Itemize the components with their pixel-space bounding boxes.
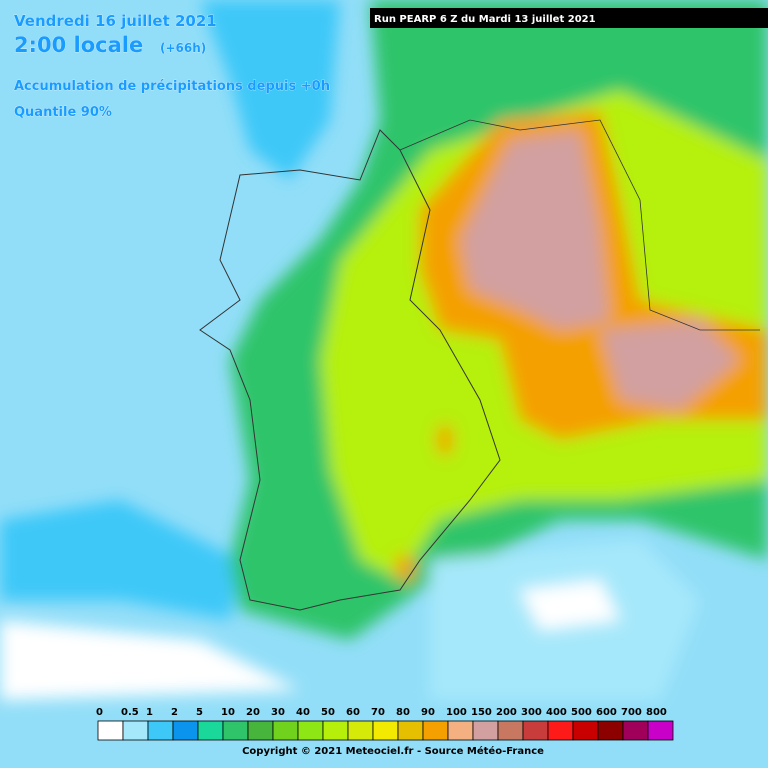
date: Vendredi 16 juillet 2021 — [14, 12, 217, 30]
legend-swatch — [497, 720, 524, 741]
legend-label: 90 — [421, 707, 435, 718]
legend-swatch — [572, 720, 599, 741]
legend-swatch — [472, 720, 499, 741]
legend-swatch — [422, 720, 449, 741]
legend-label: 700 — [621, 707, 642, 718]
legend-label: 50 — [321, 707, 335, 718]
legend-label: 800 — [646, 707, 667, 718]
legend-swatch — [347, 720, 374, 741]
legend-label: 2 — [171, 707, 178, 718]
legend-swatch — [297, 720, 324, 741]
legend-label: 100 — [446, 707, 467, 718]
legend-swatch — [547, 720, 574, 741]
legend-label: 400 — [546, 707, 567, 718]
legend-swatch — [447, 720, 474, 741]
legend-label: 1 — [146, 707, 153, 718]
legend-swatch — [97, 720, 124, 741]
legend-label: 200 — [496, 707, 517, 718]
legend-label: 500 — [571, 707, 592, 718]
legend-swatch — [597, 720, 624, 741]
legend-label: 0.5 — [121, 707, 139, 718]
legend-label: 300 — [521, 707, 542, 718]
legend-swatch — [397, 720, 424, 741]
run-box — [370, 8, 768, 28]
legend-swatch — [272, 720, 299, 741]
border — [399, 119, 760, 331]
legend: 0 0.5 1 2 5 10 20 30 40 50 60 70 80 90 100 150 200 300 400… — [96, 707, 674, 741]
lead-time: (+66h) — [160, 41, 206, 55]
legend-label: 30 — [271, 707, 285, 718]
legend-label: 10 — [221, 707, 235, 718]
copyright: Copyright © 2021 Meteociel.fr - Source M… — [242, 745, 544, 757]
legend-swatch — [122, 720, 149, 741]
legend-swatch — [172, 720, 199, 741]
legend-label: 40 — [296, 707, 310, 718]
legend-label: 150 — [471, 707, 492, 718]
legend-swatch — [222, 720, 249, 741]
quantile: Quantile 90% — [14, 105, 112, 120]
legend-label: 0 — [96, 707, 103, 718]
legend-swatch — [622, 720, 649, 741]
coastline — [199, 129, 501, 611]
legend-swatch — [197, 720, 224, 741]
legend-label: 70 — [371, 707, 385, 718]
legend-label: 5 — [196, 707, 203, 718]
legend-swatch — [522, 720, 549, 741]
variable: Accumulation de précipitations depuis +0… — [14, 79, 330, 94]
time: 2:00 locale — [14, 33, 143, 57]
legend-swatch — [247, 720, 274, 741]
legend-swatch — [372, 720, 399, 741]
legend-swatch — [147, 720, 174, 741]
legend-label: 60 — [346, 707, 360, 718]
legend-swatch — [647, 720, 674, 741]
run-label: Run PEARP 6 Z du Mardi 13 juillet 2021 — [374, 14, 596, 25]
legend-swatch — [322, 720, 349, 741]
legend-label: 20 — [246, 707, 260, 718]
legend-label: 80 — [396, 707, 410, 718]
legend-label: 600 — [596, 707, 617, 718]
